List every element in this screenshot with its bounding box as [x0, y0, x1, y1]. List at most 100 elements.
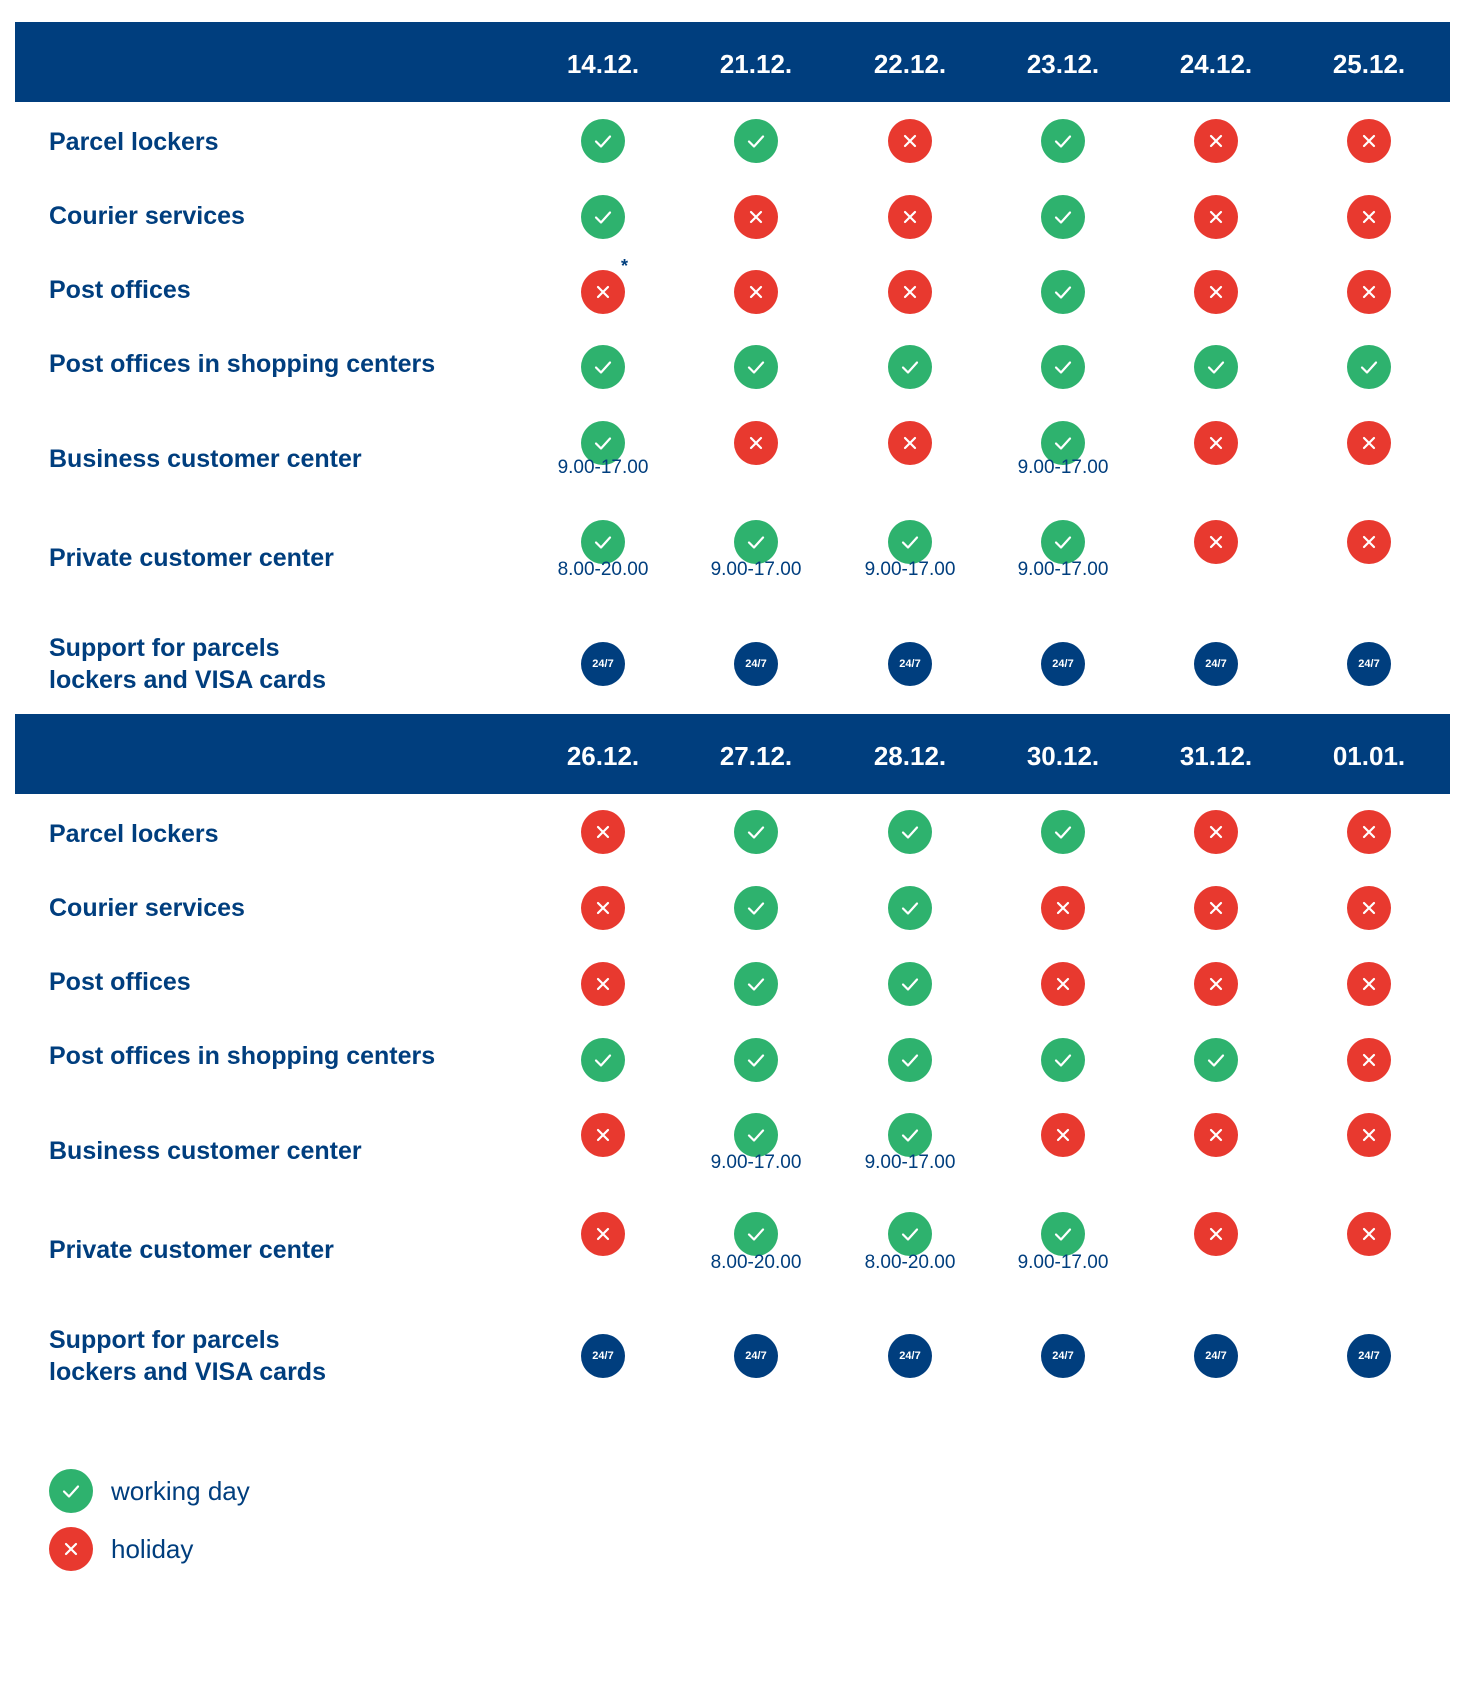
service-label-line: lockers and VISA cards	[49, 666, 326, 694]
cross-icon	[1347, 886, 1391, 930]
check-icon	[888, 1212, 932, 1256]
check-icon	[888, 1113, 932, 1157]
support-24-7-badge: 24/7	[1041, 1334, 1085, 1378]
support-24-7-badge: 24/7	[888, 642, 932, 686]
cross-icon	[1347, 421, 1391, 465]
support-24-7-badge: 24/7	[1347, 642, 1391, 686]
check-icon	[734, 810, 778, 854]
cross-icon	[1041, 886, 1085, 930]
check-icon	[1041, 1212, 1085, 1256]
service-label: Support for parcels lockers and VISA card…	[49, 632, 326, 696]
cross-icon	[1194, 886, 1238, 930]
date-column-header: 30.12.	[1026, 740, 1100, 771]
opening-hours: 9.00-17.00	[557, 457, 649, 478]
opening-hours: 8.00-20.00	[557, 559, 649, 580]
check-icon	[1347, 345, 1391, 389]
support-24-7-badge: 24/7	[1194, 642, 1238, 686]
check-icon	[1041, 421, 1085, 465]
service-label: Courier services	[49, 202, 245, 230]
check-icon	[734, 1212, 778, 1256]
check-icon	[888, 1038, 932, 1082]
service-label: Business customer center	[49, 1137, 362, 1165]
date-header-1: 14.12. 21.12. 22.12. 23.12. 24.12. 25.12.	[15, 22, 1450, 102]
opening-hours: 9.00-17.00	[1017, 1252, 1109, 1273]
service-label-line: Support for parcels	[49, 634, 280, 662]
check-icon	[581, 119, 625, 163]
cross-icon	[888, 270, 932, 314]
cross-icon	[581, 886, 625, 930]
support-24-7-badge: 24/7	[581, 642, 625, 686]
date-column-header: 23.12.	[1026, 48, 1100, 79]
service-label-line: lockers and VISA cards	[49, 1358, 326, 1386]
date-column-header: 31.12.	[1179, 740, 1253, 771]
check-icon	[888, 962, 932, 1006]
opening-hours: 9.00-17.00	[1017, 559, 1109, 580]
service-label: Business customer center	[49, 445, 362, 473]
check-icon	[1041, 119, 1085, 163]
opening-hours: 9.00-17.00	[710, 1152, 802, 1173]
cross-icon	[1194, 520, 1238, 564]
date-column-header: 26.12.	[566, 740, 640, 771]
service-label-line: Support for parcels	[49, 1326, 280, 1354]
service-label: Support for parcels lockers and VISA card…	[49, 1324, 326, 1388]
check-icon	[734, 345, 778, 389]
support-24-7-badge: 24/7	[581, 1334, 625, 1378]
cross-icon	[734, 421, 778, 465]
cross-icon	[1194, 962, 1238, 1006]
check-icon	[888, 886, 932, 930]
check-icon	[49, 1469, 93, 1513]
opening-hours: 9.00-17.00	[710, 559, 802, 580]
cross-icon	[1194, 1212, 1238, 1256]
legend-holiday: holiday	[49, 1527, 193, 1571]
check-icon	[734, 119, 778, 163]
check-icon	[1041, 1038, 1085, 1082]
cross-icon	[888, 119, 932, 163]
opening-hours: 8.00-20.00	[864, 1252, 956, 1273]
service-label: Post offices	[49, 968, 191, 996]
service-label: Parcel lockers	[49, 820, 219, 848]
check-icon	[581, 520, 625, 564]
date-column-header: 27.12.	[719, 740, 793, 771]
service-label: Private customer center	[49, 544, 334, 572]
check-icon	[1041, 195, 1085, 239]
support-24-7-badge: 24/7	[1194, 1334, 1238, 1378]
cross-icon	[1194, 1113, 1238, 1157]
check-icon	[1041, 270, 1085, 314]
check-icon	[581, 345, 625, 389]
check-icon	[888, 520, 932, 564]
date-column-header: 21.12.	[719, 48, 793, 79]
cross-icon	[581, 1212, 625, 1256]
check-icon	[734, 520, 778, 564]
legend-working-day-label: working day	[111, 1475, 250, 1506]
cross-icon	[1347, 810, 1391, 854]
check-icon	[581, 1038, 625, 1082]
cross-icon	[1041, 1113, 1085, 1157]
service-label: Post offices in shopping centers	[49, 350, 436, 378]
cross-icon	[734, 270, 778, 314]
opening-hours: 9.00-17.00	[1017, 457, 1109, 478]
cross-icon	[581, 810, 625, 854]
service-label: Post offices in shopping centers	[49, 1042, 436, 1070]
support-24-7-badge: 24/7	[1347, 1334, 1391, 1378]
service-label: Private customer center	[49, 1236, 334, 1264]
opening-hours: 9.00-17.00	[864, 559, 956, 580]
cross-icon	[1194, 421, 1238, 465]
cross-icon	[1194, 810, 1238, 854]
cross-icon	[734, 195, 778, 239]
check-icon	[734, 1113, 778, 1157]
check-icon	[734, 962, 778, 1006]
check-icon	[1194, 345, 1238, 389]
cross-icon	[581, 1113, 625, 1157]
cross-icon	[1194, 270, 1238, 314]
service-label: Parcel lockers	[49, 128, 219, 156]
legend-working-day: working day	[49, 1469, 250, 1513]
cross-icon	[1347, 1113, 1391, 1157]
date-column-header: 25.12.	[1332, 48, 1406, 79]
check-icon	[734, 1038, 778, 1082]
cross-icon	[1194, 195, 1238, 239]
cross-icon	[888, 421, 932, 465]
service-label: Courier services	[49, 894, 245, 922]
date-column-header: 22.12.	[873, 48, 947, 79]
support-24-7-badge: 24/7	[734, 1334, 778, 1378]
check-icon	[1194, 1038, 1238, 1082]
